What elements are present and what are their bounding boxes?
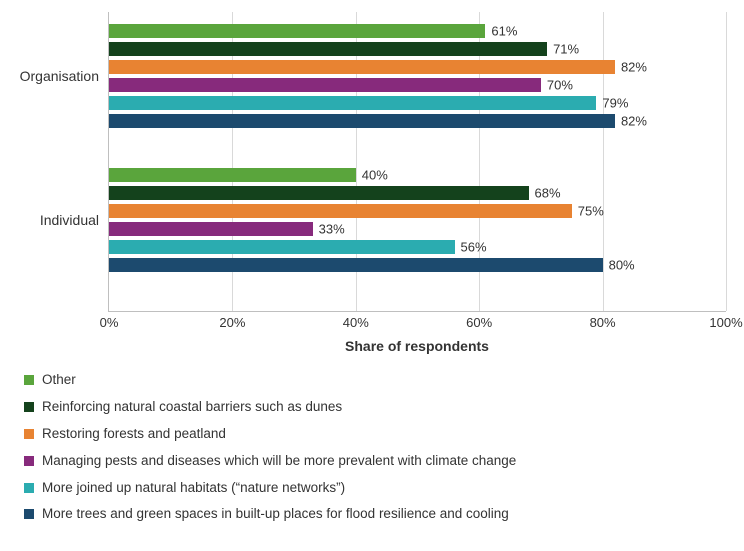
bar-value-label: 71% — [553, 42, 579, 57]
bar-value-label: 80% — [609, 258, 635, 273]
legend-swatch — [24, 456, 34, 466]
x-tick-label: 60% — [466, 315, 492, 330]
x-tick-label: 80% — [590, 315, 616, 330]
bar-value-label: 40% — [362, 168, 388, 183]
gridline — [603, 12, 604, 311]
plot-area: 0%20%40%60%80%100%61%71%82%70%79%82%Orga… — [108, 12, 726, 312]
bar-value-label: 68% — [535, 186, 561, 201]
legend-swatch — [24, 429, 34, 439]
legend-item-networks: More joined up natural habitats (“nature… — [24, 480, 664, 497]
legend-item-other: Other — [24, 372, 664, 389]
bar-value-label: 82% — [621, 114, 647, 129]
legend-swatch — [24, 375, 34, 385]
bar-value-label: 75% — [578, 204, 604, 219]
legend: Other Reinforcing natural coastal barrier… — [24, 372, 664, 523]
legend-item-forests: Restoring forests and peatland — [24, 426, 664, 443]
bar-value-label: 33% — [319, 222, 345, 237]
y-category-label: Organisation — [20, 68, 109, 84]
legend-label: Reinforcing natural coastal barriers suc… — [42, 399, 664, 416]
legend-label: More joined up natural habitats (“nature… — [42, 480, 664, 497]
bar-pests — [109, 222, 313, 236]
bar-forests — [109, 60, 615, 74]
bar-value-label: 56% — [461, 240, 487, 255]
gridline — [726, 12, 727, 311]
bar-coastal — [109, 42, 547, 56]
legend-swatch — [24, 509, 34, 519]
bar-pests — [109, 78, 541, 92]
bar-value-label: 61% — [491, 24, 517, 39]
legend-label: Restoring forests and peatland — [42, 426, 664, 443]
bar-coastal — [109, 186, 529, 200]
bar-value-label: 79% — [602, 96, 628, 111]
respondent-share-chart: 0%20%40%60%80%100%61%71%82%70%79%82%Orga… — [18, 12, 726, 523]
x-tick-label: 40% — [343, 315, 369, 330]
bar-value-label: 82% — [621, 60, 647, 75]
legend-swatch — [24, 402, 34, 412]
x-axis-title: Share of respondents — [108, 338, 726, 354]
bar-networks — [109, 240, 455, 254]
legend-item-coastal: Reinforcing natural coastal barriers suc… — [24, 399, 664, 416]
y-category-label: Individual — [40, 212, 109, 228]
legend-item-pests: Managing pests and diseases which will b… — [24, 453, 664, 470]
legend-label: Other — [42, 372, 664, 389]
bar-trees — [109, 114, 615, 128]
legend-swatch — [24, 483, 34, 493]
x-tick-label: 100% — [709, 315, 742, 330]
x-tick-label: 0% — [100, 315, 119, 330]
legend-label: Managing pests and diseases which will b… — [42, 453, 664, 470]
bar-other — [109, 168, 356, 182]
bar-networks — [109, 96, 596, 110]
bar-value-label: 70% — [547, 78, 573, 93]
bar-trees — [109, 258, 603, 272]
bar-other — [109, 24, 485, 38]
bar-forests — [109, 204, 572, 218]
x-tick-label: 20% — [219, 315, 245, 330]
